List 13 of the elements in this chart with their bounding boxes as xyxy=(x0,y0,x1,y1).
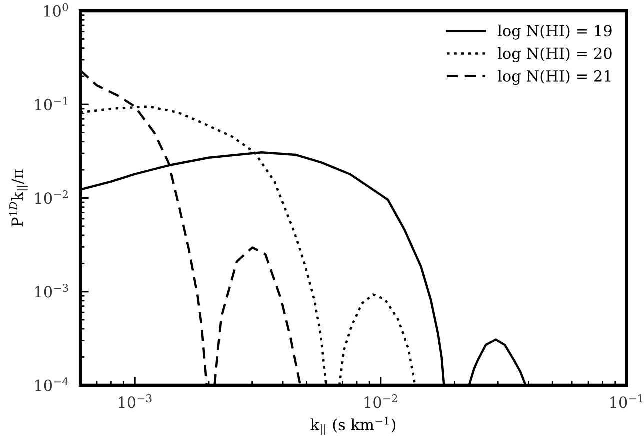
x-axis-title: k$_{||}$ (s km$^{−1}$) xyxy=(310,416,396,436)
y-tick-label: 10$^{−4}$ xyxy=(36,378,68,392)
y-tick-label: 10$^{0}$ xyxy=(44,3,68,17)
x-tick-label: 10$^{−3}$ xyxy=(119,394,152,408)
y-tick-label: 10$^{−3}$ xyxy=(36,284,68,298)
y-tick-label: 10$^{−2}$ xyxy=(36,190,68,204)
legend-label: log N(HI) = 20 xyxy=(498,47,612,62)
legend-label: log N(HI) = 19 xyxy=(498,24,612,40)
y-axis-title: P$^{1D}$k$_{||}$/π xyxy=(9,170,28,227)
x-tick-label: 10$^{−1}$ xyxy=(610,394,643,408)
legend-label: log N(HI) = 21 xyxy=(498,70,611,86)
x-tick-label: 10$^{−2}$ xyxy=(364,394,398,408)
y-tick-label: 10$^{−1}$ xyxy=(36,96,68,111)
